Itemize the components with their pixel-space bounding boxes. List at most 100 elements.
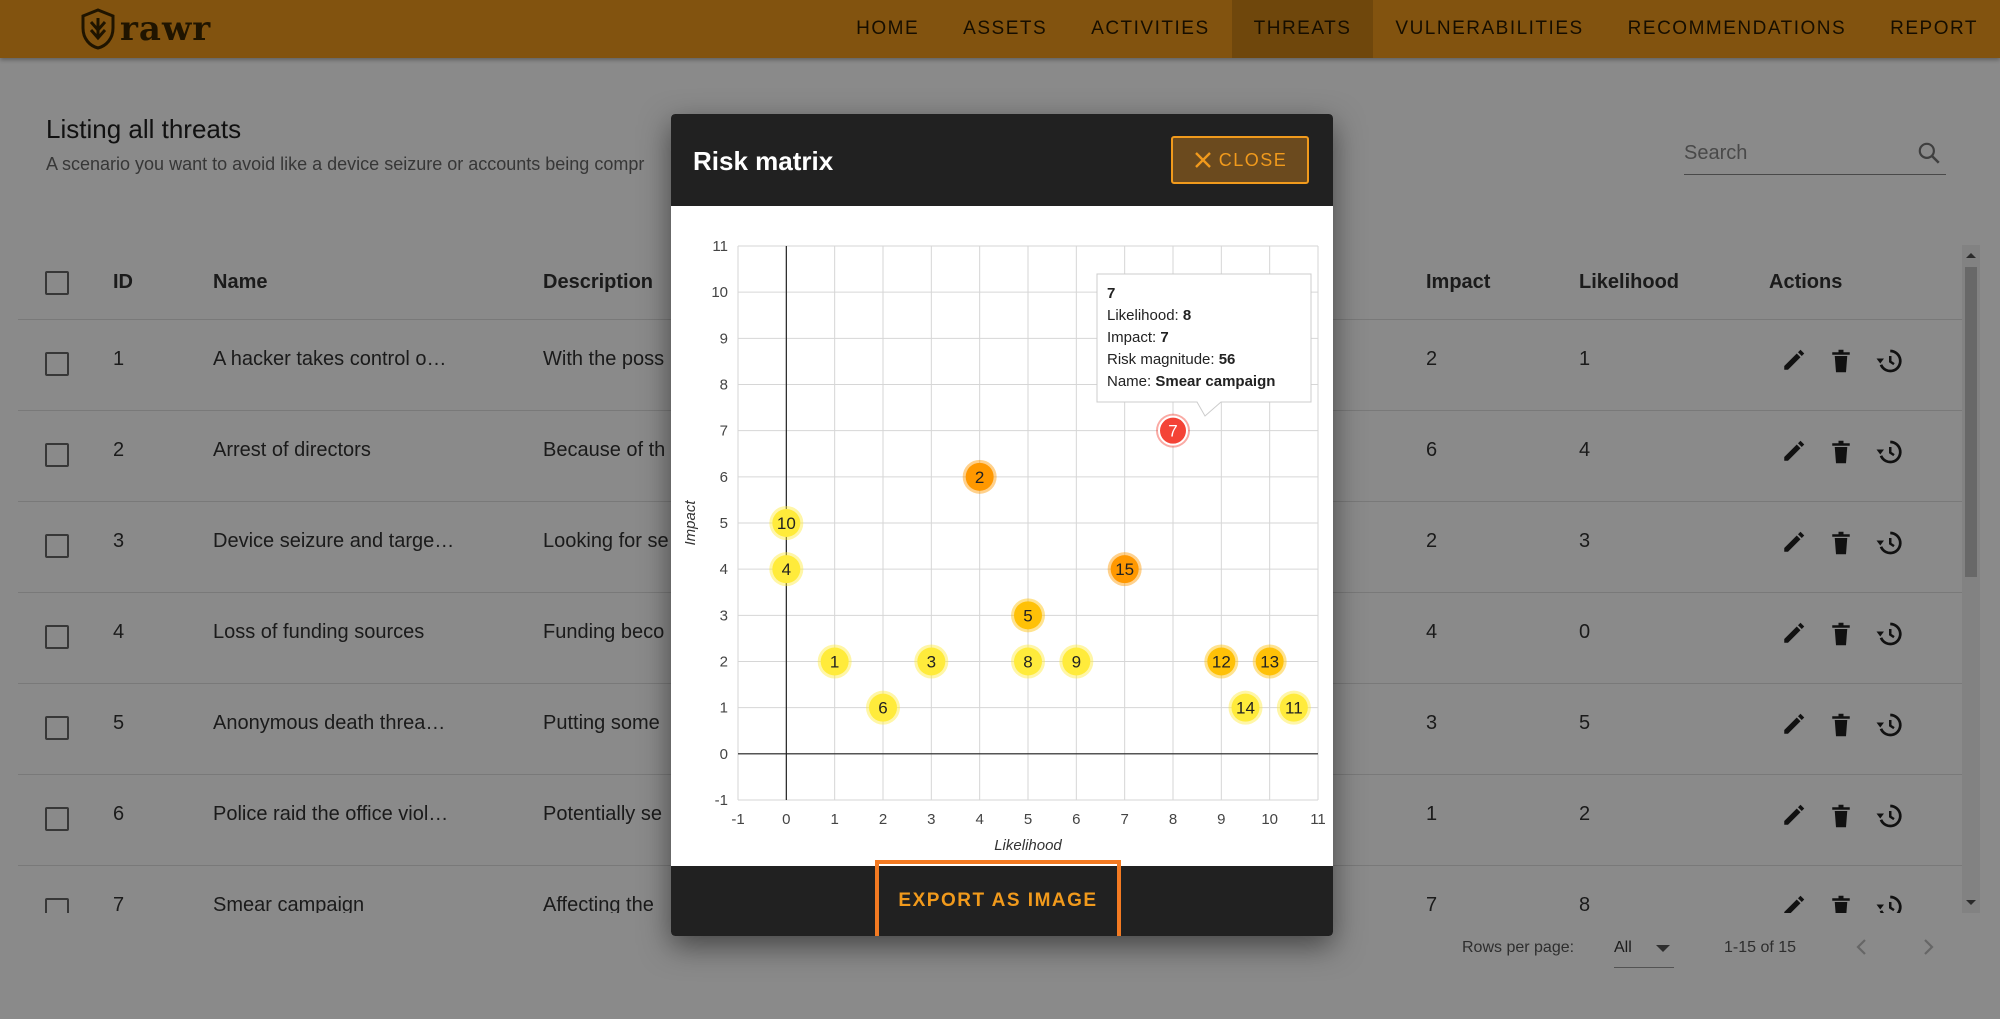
edit-icon[interactable] xyxy=(1778,346,1808,376)
cell-likelihood: 5 xyxy=(1579,712,1591,734)
column-header-likelihood[interactable]: Likelihood xyxy=(1579,271,1679,293)
edit-icon[interactable] xyxy=(1778,619,1808,649)
next-page-icon[interactable] xyxy=(1916,935,1940,959)
data-point-label: 14 xyxy=(1236,699,1255,718)
dialog-header: Risk matrix CLOSE xyxy=(671,114,1333,206)
delete-icon[interactable] xyxy=(1826,528,1856,558)
nav-item-assets[interactable]: ASSETS xyxy=(963,18,1048,39)
data-point-4[interactable] xyxy=(772,555,801,584)
scroll-down-arrow-icon[interactable] xyxy=(1962,897,1980,909)
column-header-description[interactable]: Description xyxy=(543,271,654,293)
pagination-range: 1-15 of 15 xyxy=(1724,939,1797,956)
data-point-8[interactable] xyxy=(1014,647,1042,676)
history-icon[interactable] xyxy=(1874,346,1904,376)
cell-id: 7 xyxy=(113,894,125,913)
edit-icon[interactable] xyxy=(1778,892,1808,913)
delete-icon[interactable] xyxy=(1826,619,1856,649)
history-icon[interactable] xyxy=(1874,892,1904,913)
data-point-14[interactable] xyxy=(1231,693,1260,722)
export-as-image-button[interactable]: EXPORT AS IMAGE xyxy=(875,860,1121,936)
data-point-10[interactable] xyxy=(772,509,801,537)
risk-matrix-svg: -1 0 1 2 3 4 5 6 7 8 9 10 11-101234567891011Likeliho… xyxy=(682,238,1326,854)
nav-item-activities[interactable]: ACTIVITIES xyxy=(1091,18,1210,39)
table-scrollbar[interactable] xyxy=(1962,245,1980,913)
caret-down-icon[interactable] xyxy=(1656,945,1670,952)
data-point-1[interactable] xyxy=(820,647,849,676)
cell-description: With the poss xyxy=(543,348,665,370)
search-placeholder[interactable]: Search xyxy=(1684,142,1748,164)
row-checkbox[interactable] xyxy=(45,807,69,831)
row-checkbox[interactable] xyxy=(45,443,69,467)
data-point-7[interactable] xyxy=(1158,415,1188,446)
data-point-9[interactable] xyxy=(1062,647,1091,676)
data-point-2[interactable] xyxy=(965,462,994,491)
nav-item-vulnerabilities[interactable]: VULNERABILITIES xyxy=(1395,18,1584,39)
rows-per-page-value[interactable]: All xyxy=(1614,939,1632,956)
edit-icon[interactable] xyxy=(1778,528,1808,558)
history-icon[interactable] xyxy=(1874,619,1904,649)
history-icon[interactable] xyxy=(1874,801,1904,831)
edit-icon[interactable] xyxy=(1778,801,1808,831)
history-icon[interactable] xyxy=(1874,710,1904,740)
delete-icon[interactable] xyxy=(1826,710,1856,740)
cell-impact: 4 xyxy=(1426,621,1438,643)
history-icon[interactable] xyxy=(1874,437,1904,467)
delete-icon[interactable] xyxy=(1826,801,1856,831)
row-checkbox[interactable] xyxy=(45,625,69,649)
cell-name: Smear campaign xyxy=(213,894,365,913)
delete-icon[interactable] xyxy=(1826,346,1856,376)
risk-matrix-chart: -1 0 1 2 3 4 5 6 7 8 9 10 11 -1 0 1 2 3 4 5 6 7 8 9 10 11 Likeliho… xyxy=(671,206,1333,866)
x-tick-label: 3 xyxy=(927,811,935,828)
edit-icon[interactable] xyxy=(1778,710,1808,740)
data-point-6[interactable] xyxy=(869,693,897,722)
history-icon[interactable] xyxy=(1874,528,1904,558)
search-field[interactable]: Search xyxy=(1684,134,1946,175)
column-header-id[interactable]: ID xyxy=(113,271,133,293)
previous-page-icon[interactable] xyxy=(1850,935,1874,959)
close-button[interactable]: CLOSE xyxy=(1171,136,1309,184)
delete-icon[interactable] xyxy=(1826,437,1856,467)
scroll-up-arrow-icon[interactable] xyxy=(1962,249,1980,261)
cell-name: Loss of funding sources xyxy=(213,621,425,643)
close-icon[interactable] xyxy=(1193,150,1213,170)
scrollbar-thumb[interactable] xyxy=(1965,267,1977,577)
delete-icon[interactable] xyxy=(1826,892,1856,913)
cell-description: Funding beco xyxy=(543,621,665,643)
row-checkbox[interactable] xyxy=(45,352,69,376)
cell-id: 3 xyxy=(113,530,125,552)
data-point-15[interactable] xyxy=(1110,555,1139,584)
x-tick-label: 1 xyxy=(830,811,838,828)
row-checkbox[interactable] xyxy=(45,898,69,913)
data-point-3[interactable] xyxy=(917,647,946,676)
data-point-label: 3 xyxy=(927,653,936,672)
nav-item-recommendations[interactable]: RECOMMENDATIONS xyxy=(1627,18,1847,39)
nav-item-threats[interactable]: THREATS xyxy=(1231,0,1374,58)
close-button-label[interactable]: CLOSE xyxy=(1218,149,1288,170)
data-point-label: 4 xyxy=(782,560,791,579)
row-checkbox[interactable] xyxy=(45,534,69,558)
data-point-label: 10 xyxy=(777,514,796,533)
data-point-5[interactable] xyxy=(1014,601,1042,630)
column-header-impact[interactable]: Impact xyxy=(1426,271,1491,293)
row-checkbox[interactable] xyxy=(45,716,69,740)
data-point-label: 2 xyxy=(975,468,984,487)
cell-name: A hacker takes control o… xyxy=(213,348,447,370)
select-all-checkbox[interactable] xyxy=(45,271,69,295)
column-header-name[interactable]: Name xyxy=(213,271,268,293)
cell-impact: 6 xyxy=(1426,439,1438,461)
data-point-12[interactable] xyxy=(1207,647,1236,676)
cell-id: 6 xyxy=(113,803,125,825)
cell-description: Potentially se xyxy=(543,803,662,825)
rows-per-page-select[interactable]: All xyxy=(1614,931,1674,968)
export-button-label[interactable]: EXPORT AS IMAGE xyxy=(898,890,1098,911)
cell-likelihood: 0 xyxy=(1579,621,1591,643)
cell-name: Device seizure and targe… xyxy=(213,530,455,552)
nav-item-report[interactable]: REPORT xyxy=(1890,18,1978,39)
data-point-13[interactable] xyxy=(1255,647,1284,676)
app-logo[interactable]: rawr xyxy=(80,6,211,52)
data-point-11[interactable] xyxy=(1279,693,1308,722)
search-icon[interactable] xyxy=(1916,140,1942,166)
tooltip-line: Impact: 7 xyxy=(1107,329,1169,346)
edit-icon[interactable] xyxy=(1778,437,1808,467)
nav-item-home[interactable]: HOME xyxy=(856,18,920,39)
